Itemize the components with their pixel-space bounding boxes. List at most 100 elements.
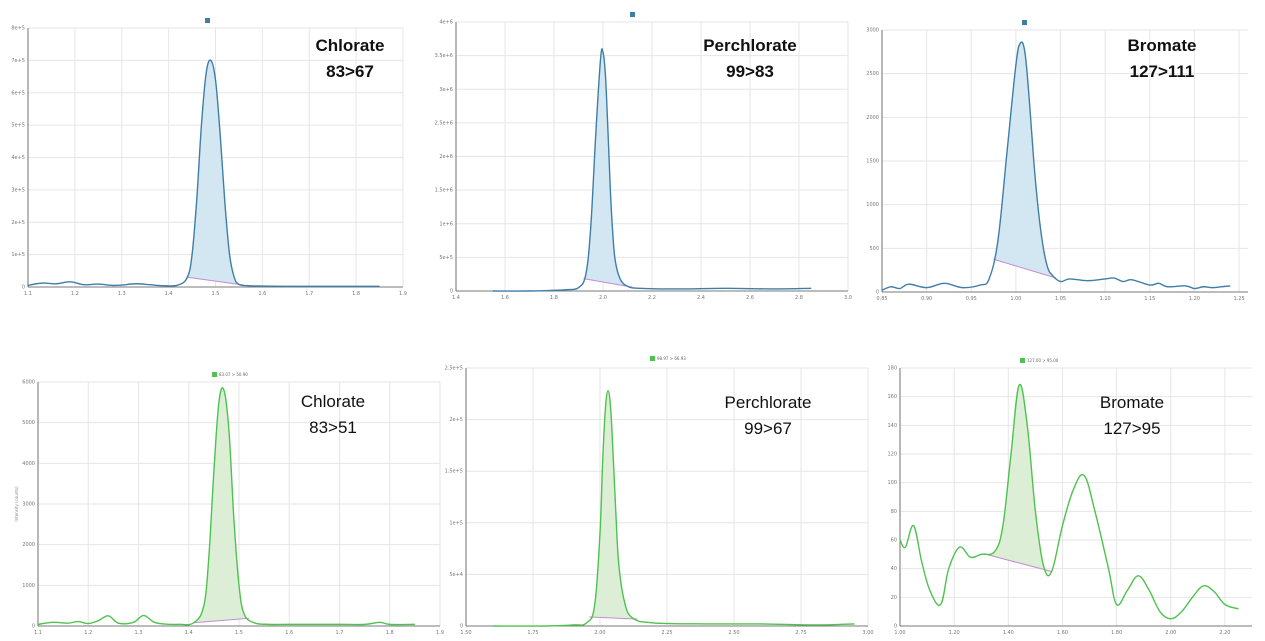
x-tick-label: 2.6 — [746, 295, 754, 301]
x-tick-label: 2.8 — [795, 295, 803, 301]
chart-panel-bromate-127-111: 0.85 0.90 0.95 1.00 1.05 1.10 1.15 1.20 1.25 0 500… — [850, 0, 1262, 305]
x-tick-label: 1.8 — [550, 295, 558, 301]
annotation-transition: 127>111 — [1129, 62, 1195, 81]
x-tick-label: 1.00 — [1010, 296, 1021, 302]
y-tick-label: 2e+5 — [449, 417, 463, 423]
x-tick-label: 2.2 — [648, 295, 656, 301]
x-tick-label: 1.1 — [34, 630, 42, 636]
annotation-label: Perchlorate 99>83 — [690, 37, 810, 80]
y-tick-label: 140 — [887, 423, 897, 429]
y-tick-label: 500 — [869, 246, 879, 252]
chart-panel-perchlorate-99-83: 1.4 1.6 1.8 2.0 2.2 2.4 2.6 2.8 3.0 0 5e+5 1e+6 1.5e… — [428, 0, 858, 305]
x-tick-label: 1.25 — [1234, 296, 1245, 302]
chromatogram-trace — [881, 41, 1231, 291]
annotation-analyte: Perchlorate — [703, 36, 797, 55]
x-tick-label: 2.00 — [1165, 630, 1176, 636]
x-tick-label: 0.90 — [921, 296, 932, 302]
x-tick-label: 0.85 — [876, 296, 887, 302]
annotation-label: Bromate 127>111 — [1112, 37, 1212, 80]
x-tick-label: 2.75 — [795, 630, 806, 636]
peak-area-fill — [193, 387, 250, 623]
y-tick-label: 2e+5 — [11, 220, 25, 226]
x-tick-label: 2.00 — [594, 630, 605, 636]
x-tick-label: 1.9 — [436, 630, 444, 636]
y-tick-label: 120 — [887, 452, 897, 458]
x-tick-label: 1.4 — [165, 291, 173, 297]
y-tick-label: 60 — [891, 538, 897, 544]
y-tick-label: 3e+5 — [11, 187, 25, 193]
chromatogram-trace — [27, 59, 380, 288]
y-tick-label: 40 — [891, 566, 897, 572]
y-tick-label: 8e+5 — [11, 26, 25, 32]
y-tick-label: 3000 — [22, 502, 35, 508]
peak-baseline — [583, 278, 633, 288]
chart-svg: 1.50 1.75 2.00 2.25 2.50 2.75 3.00 0 5e+4 1e+5 1.5… — [445, 356, 874, 636]
y-tick-label: 0 — [460, 624, 463, 630]
y-tick-label: 7e+5 — [11, 58, 25, 64]
x-tick-label: 1.8 — [352, 291, 360, 297]
chromatogram-trace — [37, 387, 415, 626]
y-tick-label: 2e+6 — [439, 154, 453, 160]
x-tick-label: 2.20 — [1219, 630, 1230, 636]
peak-area-fill — [589, 390, 638, 620]
y-tick-label: 0 — [894, 624, 897, 630]
x-tick-label: 1.4 — [185, 630, 193, 636]
y-tick-label: 180 — [887, 366, 897, 372]
chromatogram-trace — [899, 383, 1239, 620]
y-tick-label: 100 — [887, 480, 897, 486]
annotation-transition: 83>51 — [309, 418, 357, 437]
x-tick-label: 1.40 — [1003, 630, 1014, 636]
y-tick-label: 2000 — [866, 115, 879, 121]
x-tick-label: 2.25 — [661, 630, 672, 636]
y-tick-label: 5e+5 — [439, 255, 453, 261]
x-tick-label: 1.3 — [118, 291, 126, 297]
y-tick-label: 5e+5 — [11, 123, 25, 129]
y-tick-label: 160 — [887, 394, 897, 400]
x-tick-label: 1.3 — [135, 630, 143, 636]
x-tick-label: 1.1 — [24, 291, 32, 297]
y-tick-label: 5000 — [22, 420, 35, 426]
annotation-transition: 99>83 — [726, 62, 774, 81]
y-tick-label: 4e+6 — [439, 20, 453, 26]
y-tick-label: 6e+5 — [11, 90, 25, 96]
x-tick-label: 1.7 — [305, 291, 313, 297]
peak-baseline — [193, 617, 250, 624]
annotation-analyte: Chlorate — [300, 392, 366, 411]
legend-swatch — [630, 12, 635, 17]
x-tick-label: 1.10 — [1100, 296, 1111, 302]
x-tick-label: 1.7 — [336, 630, 344, 636]
x-tick-label: 1.5 — [235, 630, 243, 636]
peak-baseline — [983, 553, 1052, 573]
x-tick-label: 2.4 — [697, 295, 705, 301]
peak-area-fill — [993, 42, 1057, 279]
y-tick-label: 5e+4 — [449, 572, 463, 578]
peak-area-fill — [187, 60, 244, 286]
peak-area-fill — [583, 48, 633, 288]
y-tick-label: 2.5e+5 — [445, 366, 463, 372]
chart-svg: 1.00 1.20 1.40 1.60 1.80 2.00 2.20 0 20 40 60 80 100… — [887, 358, 1252, 636]
x-tick-label: 1.15 — [1144, 296, 1155, 302]
chart-panel-chlorate-83-67: 1.1 1.2 1.3 1.4 1.5 1.6 1.7 1.8 1.9 0 1e+5 2e+5 3e+5… — [0, 0, 425, 305]
y-tick-label: 2.5e+6 — [435, 120, 453, 126]
chart-panel-perchlorate-99-67: 1.50 1.75 2.00 2.25 2.50 2.75 3.00 0 5e+4 1e+5 1.5… — [438, 352, 874, 641]
annotation-analyte: Chlorate — [315, 36, 385, 55]
x-tick-label: 3.0 — [844, 295, 852, 301]
gridlines — [899, 367, 1252, 627]
x-tick-label: 1.20 — [949, 630, 960, 636]
x-tick-label: 1.9 — [399, 291, 407, 297]
y-tick-label: 1.5e+6 — [435, 188, 453, 194]
legend-label: 127.00 > 95.00 — [1027, 358, 1059, 363]
x-tick-label: 1.00 — [894, 630, 905, 636]
legend-label: 98.97 > 66.93 — [657, 356, 686, 361]
x-tick-label: 1.05 — [1055, 296, 1066, 302]
y-tick-label: 1000 — [866, 202, 879, 208]
peak-baseline — [589, 616, 638, 620]
y-tick-label: 0 — [450, 289, 453, 295]
y-tick-label: 1e+5 — [11, 252, 25, 258]
annotation-analyte: Perchlorate — [724, 393, 812, 412]
y-tick-label: 1e+6 — [439, 221, 453, 227]
annotation-transition: 127>95 — [1103, 419, 1161, 438]
chart-svg: 0.85 0.90 0.95 1.00 1.05 1.10 1.15 1.20 1.25 0 500… — [866, 20, 1248, 302]
legend-swatch — [1022, 20, 1027, 25]
x-tick-label: 2.0 — [599, 295, 607, 301]
